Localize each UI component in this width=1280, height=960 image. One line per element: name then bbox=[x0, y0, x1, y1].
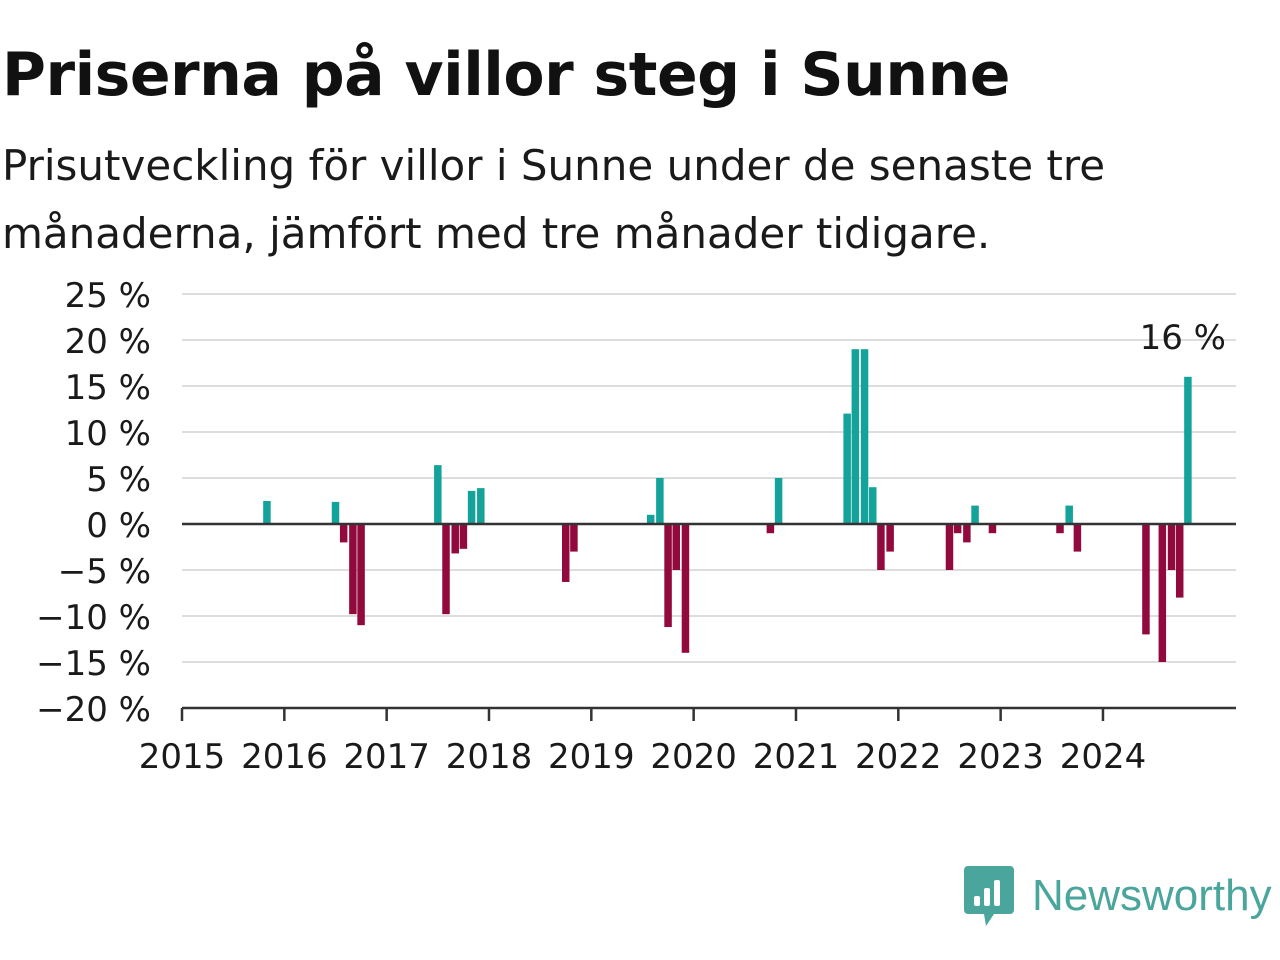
chart-title: Priserna på villor steg i Sunne bbox=[2, 40, 1011, 110]
y-tick-label: 0 % bbox=[86, 506, 151, 546]
x-axis-ticks: 2015 2016 2017 2018 2019 2020 2021 2022 2023 2024 bbox=[139, 708, 1147, 777]
y-tick-label: 25 % bbox=[65, 276, 151, 316]
bar bbox=[357, 524, 365, 626]
y-tick-label: 15 % bbox=[65, 368, 151, 408]
bar bbox=[860, 349, 869, 524]
bar bbox=[988, 524, 997, 534]
brand-name: Newsworthy bbox=[1032, 871, 1272, 920]
bar bbox=[681, 524, 690, 653]
x-tick-label: 2021 bbox=[753, 737, 840, 777]
y-tick-label: 10 % bbox=[65, 414, 151, 454]
x-tick-label: 2015 bbox=[139, 737, 226, 777]
bar bbox=[339, 524, 348, 543]
bar bbox=[851, 349, 860, 524]
bar bbox=[766, 524, 775, 534]
bar bbox=[953, 524, 962, 534]
bar bbox=[459, 524, 468, 549]
bar bbox=[477, 488, 485, 524]
newsworthy-logo-icon bbox=[964, 866, 1014, 926]
x-tick-label: 2019 bbox=[548, 737, 635, 777]
bar bbox=[664, 524, 672, 628]
value-annotation: 16 % bbox=[1140, 318, 1226, 358]
axes bbox=[182, 522, 1236, 710]
bar bbox=[331, 501, 340, 524]
x-tick-label: 2016 bbox=[241, 737, 328, 777]
x-tick-label: 2020 bbox=[650, 737, 737, 777]
bar bbox=[963, 524, 971, 543]
bar bbox=[1158, 524, 1167, 662]
bar bbox=[442, 524, 450, 615]
x-tick-label: 2024 bbox=[1060, 737, 1147, 777]
y-tick-label: −20 % bbox=[36, 690, 151, 730]
y-tick-label: −10 % bbox=[36, 598, 151, 638]
bar bbox=[451, 524, 459, 554]
bar bbox=[868, 487, 877, 524]
brand-logo: Newsworthy bbox=[964, 864, 1272, 928]
bar bbox=[349, 524, 357, 615]
annotations: 16 % bbox=[1140, 318, 1226, 358]
grid-lines bbox=[182, 293, 1236, 709]
x-tick-label: 2017 bbox=[343, 737, 430, 777]
bar bbox=[1056, 524, 1064, 534]
bar bbox=[886, 524, 894, 552]
bar bbox=[672, 524, 681, 570]
bar bbox=[570, 524, 578, 552]
bar bbox=[646, 514, 655, 524]
bar-chart: 25 % 20 % 15 % 10 % 5 % 0 % −5 % −10 % −15 % −20 … bbox=[36, 276, 1236, 777]
bar bbox=[1175, 524, 1184, 598]
bar bbox=[467, 490, 476, 524]
y-tick-label: 20 % bbox=[65, 322, 151, 362]
bar bbox=[945, 524, 954, 570]
y-tick-label: −5 % bbox=[58, 552, 151, 592]
y-tick-label: 5 % bbox=[86, 460, 151, 500]
bar bbox=[843, 413, 851, 524]
x-tick-label: 2022 bbox=[855, 737, 942, 777]
bar bbox=[971, 505, 979, 524]
bar bbox=[656, 478, 664, 524]
bar bbox=[774, 478, 783, 524]
chart-subtitle: Prisutveckling för villor i Sunne under … bbox=[2, 141, 1106, 258]
bar bbox=[1073, 524, 1082, 552]
x-tick-label: 2018 bbox=[446, 737, 533, 777]
x-tick-label: 2023 bbox=[957, 737, 1044, 777]
y-tick-label: −15 % bbox=[36, 644, 151, 684]
bar bbox=[1167, 524, 1176, 570]
bar bbox=[877, 524, 885, 570]
bar bbox=[434, 465, 442, 524]
bar bbox=[1065, 505, 1073, 524]
bars bbox=[263, 349, 1192, 662]
y-axis-ticks: 25 % 20 % 15 % 10 % 5 % 0 % −5 % −10 % −15 % −20 … bbox=[36, 276, 151, 730]
bar bbox=[561, 524, 570, 582]
bar bbox=[1142, 524, 1150, 635]
bar bbox=[1184, 376, 1192, 524]
bar bbox=[263, 501, 271, 524]
